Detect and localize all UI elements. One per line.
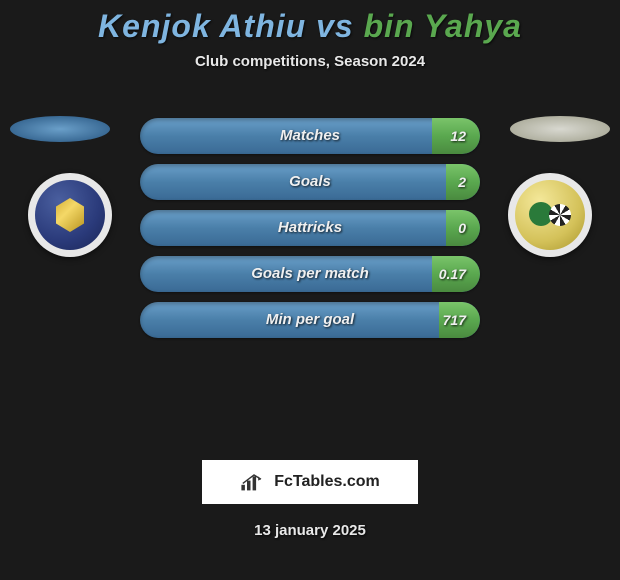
stat-bar: Hattricks0 <box>140 210 480 246</box>
stat-value-right: 2 <box>458 164 466 200</box>
stat-bar: Goals per match0.17 <box>140 256 480 292</box>
player1-club-badge <box>28 173 112 257</box>
stat-bar: Goals2 <box>140 164 480 200</box>
stat-value-right: 0.17 <box>439 256 466 292</box>
player1-name: Kenjok Athiu <box>98 8 306 44</box>
stat-bar: Matches12 <box>140 118 480 154</box>
page-title: Kenjok Athiu vs bin Yahya <box>0 8 620 45</box>
logo-text: FcTables.com <box>274 473 380 491</box>
stat-value-right: 12 <box>450 118 466 154</box>
fctables-logo[interactable]: FcTables.com <box>202 460 418 504</box>
club-crest-icon <box>35 180 105 250</box>
comparison-widget: Kenjok Athiu vs bin Yahya Club competiti… <box>0 0 620 539</box>
stat-label: Min per goal <box>140 302 480 338</box>
stats-list: Matches12 Goals2 Hattricks0 Goals per match… <box>140 118 480 348</box>
stat-label: Hattricks <box>140 210 480 246</box>
stat-bar: Min per goal717 <box>140 302 480 338</box>
stat-label: Goals per match <box>140 256 480 292</box>
player2-ellipse <box>510 116 610 142</box>
date-label: 13 january 2025 <box>0 522 620 539</box>
subtitle: Club competitions, Season 2024 <box>0 53 620 70</box>
chart-icon <box>240 472 268 492</box>
stat-value-right: 717 <box>443 302 466 338</box>
player1-ellipse <box>10 116 110 142</box>
vs-separator: vs <box>316 8 354 44</box>
club-crest-icon <box>515 180 585 250</box>
player2-name: bin Yahya <box>364 8 522 44</box>
player2-club-badge <box>508 173 592 257</box>
stat-label: Matches <box>140 118 480 154</box>
stats-area: Matches12 Goals2 Hattricks0 Goals per match… <box>0 98 620 318</box>
stat-label: Goals <box>140 164 480 200</box>
stat-value-right: 0 <box>458 210 466 246</box>
